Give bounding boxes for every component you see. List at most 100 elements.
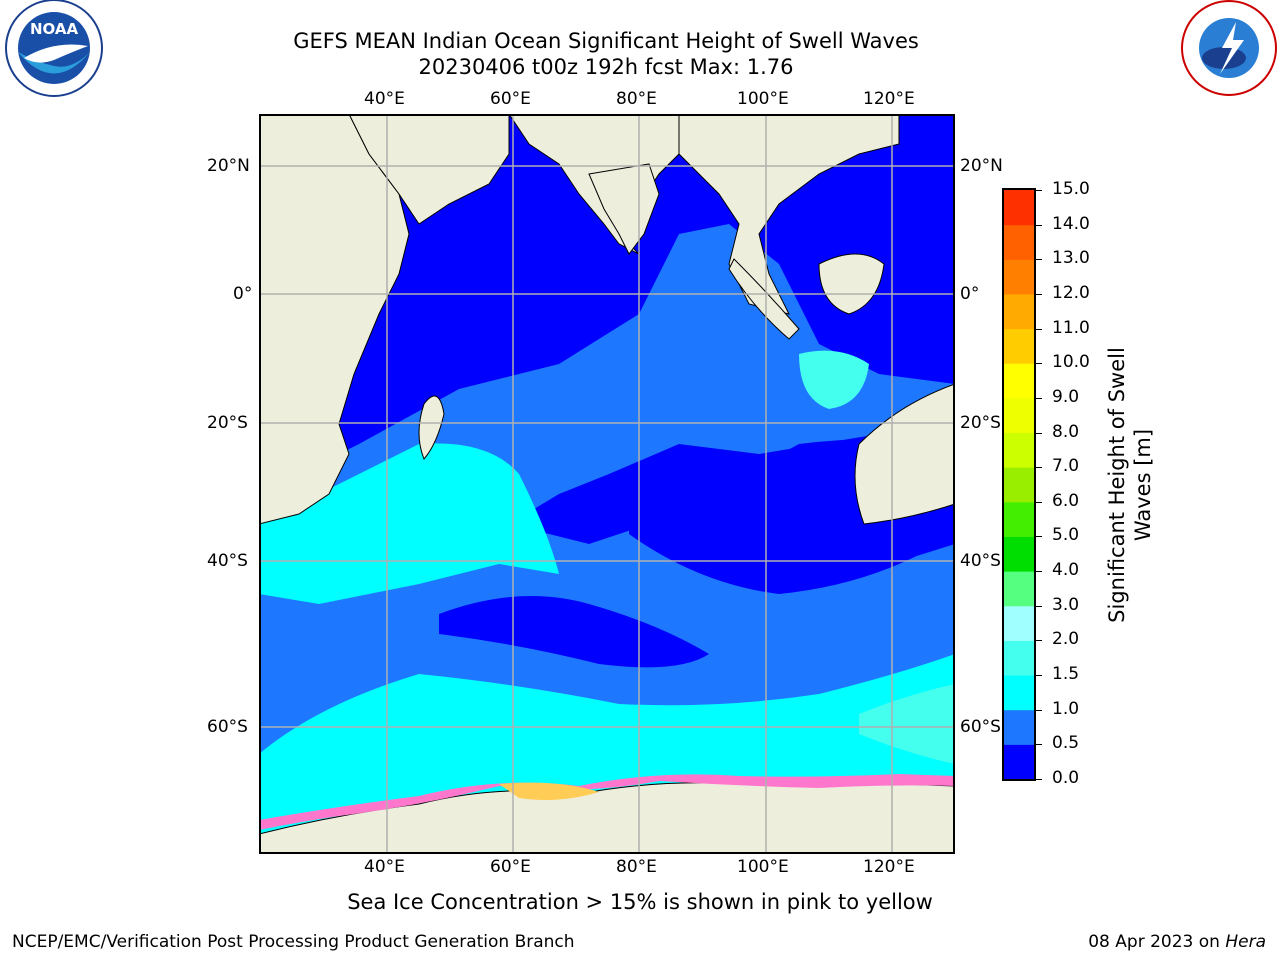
lat-tick-right: 20°N xyxy=(960,156,1003,176)
chart-title: GEFS MEAN Indian Ocean Significant Heigh… xyxy=(293,29,919,53)
colorbar-tick-mark xyxy=(1034,259,1042,261)
colorbar-tick-mark xyxy=(1034,397,1042,399)
sea-ice-fringe xyxy=(259,774,955,830)
colorbar-tick-mark xyxy=(1034,744,1042,746)
colorbar-swatch xyxy=(1004,501,1034,537)
colorbar-swatch xyxy=(1004,432,1034,468)
land-india-peninsula xyxy=(588,163,660,255)
footer-date-text: 08 Apr 2023 on xyxy=(1088,932,1226,952)
colorbar-swatch xyxy=(1004,467,1034,503)
colorbar-tick-mark xyxy=(1034,190,1042,191)
colorbar-swatch xyxy=(1004,328,1034,364)
colorbar-swatch xyxy=(1004,675,1034,711)
colorbar-tick: 10.0 xyxy=(1052,352,1090,373)
colorbar-swatch xyxy=(1004,363,1034,399)
lon-tick-bottom: 60°E xyxy=(490,857,531,877)
land-madagascar xyxy=(418,395,445,460)
colorbar-tick-mark xyxy=(1034,293,1042,295)
colorbar-tick-mark xyxy=(1034,328,1042,330)
lat-tick-left: 60°S xyxy=(207,717,248,737)
lon-tick-top: 40°E xyxy=(364,89,405,109)
colorbar-tick: 3.0 xyxy=(1052,594,1080,615)
lon-tick-top: 120°E xyxy=(863,89,915,109)
lon-tick-bottom: 120°E xyxy=(863,857,915,877)
colorbar-swatch xyxy=(1004,536,1034,572)
lat-tick-left: 0° xyxy=(233,284,253,304)
colorbar-tick: 5.0 xyxy=(1052,525,1080,546)
colorbar-tick: 4.0 xyxy=(1052,560,1080,581)
colorbar-label: Significant Height of Swell Waves [m] xyxy=(1105,347,1155,623)
colorbar-tick: 13.0 xyxy=(1052,248,1090,269)
lat-tick-right: 0° xyxy=(960,284,980,304)
map-frame xyxy=(259,114,955,854)
colorbar-tick: 9.0 xyxy=(1052,386,1080,407)
ocean-map xyxy=(259,114,955,854)
lon-tick-top: 100°E xyxy=(737,89,789,109)
colorbar-tick-mark xyxy=(1034,363,1042,365)
land-borneo xyxy=(818,253,885,315)
colorbar-swatch xyxy=(1004,397,1034,434)
colorbar-swatch xyxy=(1004,744,1034,780)
chart-subtitle: 20230406 t00z 192h fcst Max: 1.76 xyxy=(418,55,794,79)
land-australia xyxy=(854,383,955,525)
land-sumatra xyxy=(728,258,800,340)
swell-zone-1.0-1.5-west xyxy=(259,443,559,604)
colorbar-tick: 1.0 xyxy=(1052,698,1080,719)
lat-tick-left: 40°S xyxy=(207,551,248,571)
footer-host: Hera xyxy=(1225,932,1266,952)
swell-zone-1.5-2.0-east xyxy=(799,350,869,409)
colorbar-tick: 15.0 xyxy=(1052,179,1090,199)
footer-date: 08 Apr 2023 on Hera xyxy=(1088,932,1266,952)
colorbar-tick: 12.0 xyxy=(1052,282,1090,303)
lat-tick-left: 20°N xyxy=(207,156,250,176)
colorbar-tick: 8.0 xyxy=(1052,421,1080,442)
noaa-logo-text: NOAA xyxy=(30,20,79,38)
colorbar-tick-mark xyxy=(1034,432,1042,434)
colorbar-tick-mark xyxy=(1034,224,1042,226)
colorbar-tick-mark xyxy=(1034,709,1042,711)
colorbar-tick-mark xyxy=(1034,605,1042,607)
colorbar-tick: 6.0 xyxy=(1052,490,1080,511)
colorbar-tick: 14.0 xyxy=(1052,213,1090,234)
lat-tick-right: 40°S xyxy=(960,551,1001,571)
colorbar-tick: 7.0 xyxy=(1052,456,1080,477)
lon-tick-bottom: 40°E xyxy=(364,857,405,877)
lon-tick-bottom: 80°E xyxy=(616,857,657,877)
swell-zone-low-2 xyxy=(439,596,709,668)
noaa-logo: NOAA xyxy=(5,0,103,97)
colorbar-swatch xyxy=(1004,605,1034,641)
lon-tick-top: 80°E xyxy=(616,89,657,109)
lon-tick-top: 60°E xyxy=(490,89,531,109)
colorbar-tick: 0.5 xyxy=(1052,733,1080,754)
lat-tick-right: 60°S xyxy=(960,717,1001,737)
colorbar-tick-mark xyxy=(1034,501,1042,503)
colorbar-tick-mark xyxy=(1034,467,1042,469)
colorbar-tick: 1.5 xyxy=(1052,664,1080,685)
colorbar-swatch xyxy=(1004,259,1034,295)
colorbar-swatch xyxy=(1004,640,1034,676)
colorbar-tick-mark xyxy=(1034,640,1042,642)
colorbar-tick-mark xyxy=(1034,779,1042,780)
colorbar-tick-mark xyxy=(1034,536,1042,538)
colorbar-tick: 2.0 xyxy=(1052,629,1080,650)
colorbar-tick: 0.0 xyxy=(1052,768,1080,788)
sea-ice-yellow-patch xyxy=(499,782,599,800)
colorbar-swatch xyxy=(1004,709,1034,745)
colorbar-tick-mark xyxy=(1034,571,1042,573)
nws-logo xyxy=(1181,0,1277,96)
lat-tick-right: 20°S xyxy=(960,413,1001,433)
colorbar xyxy=(1002,188,1036,781)
colorbar-tick-mark xyxy=(1034,675,1042,677)
graticule xyxy=(259,114,955,854)
colorbar-swatch xyxy=(1004,293,1034,330)
land-arabia xyxy=(348,114,510,225)
sea-ice-note: Sea Ice Concentration > 15% is shown in … xyxy=(347,890,933,914)
footer-credit: NCEP/EMC/Verification Post Processing Pr… xyxy=(12,932,575,952)
colorbar-swatch xyxy=(1004,571,1034,607)
lon-tick-bottom: 100°E xyxy=(737,857,789,877)
colorbar-swatch xyxy=(1004,190,1034,226)
swell-zone-1.5-2.0-se xyxy=(859,684,955,764)
colorbar-swatch xyxy=(1004,224,1034,260)
lat-tick-left: 20°S xyxy=(207,413,248,433)
colorbar-tick: 11.0 xyxy=(1052,317,1090,338)
